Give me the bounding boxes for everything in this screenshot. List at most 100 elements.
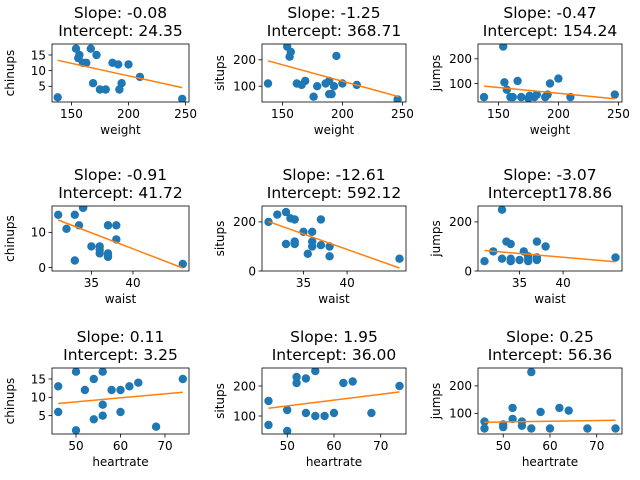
data-point — [308, 237, 317, 246]
data-point — [316, 241, 326, 250]
regression-line — [57, 59, 183, 89]
x-tick-label: 200 — [117, 107, 140, 121]
regression-line — [58, 391, 183, 405]
chart-title-line: Intercept: 41.72 — [58, 184, 183, 202]
data-point — [98, 368, 107, 376]
data-point — [332, 51, 341, 61]
data-point — [325, 252, 334, 261]
data-point — [508, 92, 517, 102]
data-point — [53, 93, 62, 102]
subplot-4: 35 40 0 10 waist chinups Slope: -0.91Intercept… — [3, 166, 190, 306]
y-tick-label: 100 — [449, 407, 472, 421]
data-point — [367, 408, 376, 418]
data-point — [71, 426, 81, 434]
data-point — [554, 74, 563, 83]
data-point — [301, 408, 311, 418]
x-tick-label: 40 — [125, 276, 140, 290]
x-axis-label: heartrate — [92, 455, 148, 469]
data-point — [395, 254, 404, 263]
chart-title-line: Slope: -0.47 — [503, 4, 596, 22]
data-point — [92, 50, 101, 60]
y-tick-label: 100 — [449, 77, 472, 91]
x-tick-label: 150 — [487, 107, 510, 121]
subplot-6: 35 40 0 200 waist jumps Slope: -3.07Intercept1… — [429, 166, 623, 306]
data-point — [125, 382, 134, 391]
data-point — [506, 239, 515, 249]
y-tick-label: 0 — [38, 261, 46, 275]
data-point — [115, 85, 124, 94]
chart-title-line: Slope: -12.61 — [282, 166, 385, 184]
x-tick-label: 200 — [547, 107, 570, 121]
chart-title-line: Intercept: 56.36 — [488, 346, 613, 364]
regression-line — [268, 220, 400, 269]
data-point — [103, 221, 113, 230]
chart-title-line: Slope: 0.25 — [506, 328, 594, 346]
data-point — [480, 257, 489, 266]
axes-frame — [51, 205, 190, 272]
regression-line — [57, 219, 184, 269]
data-point — [316, 215, 326, 224]
axes-frame — [261, 205, 407, 272]
data-point — [527, 368, 536, 377]
chart-title-line: Intercept: 36.00 — [272, 346, 397, 364]
y-axis-label: chinups — [3, 378, 17, 425]
data-point — [75, 50, 84, 60]
x-tick-label: 250 — [391, 107, 414, 121]
data-point — [264, 420, 273, 430]
x-axis-label: weight — [530, 123, 571, 137]
axes-frame — [261, 43, 407, 103]
data-point — [479, 92, 489, 102]
plot-area — [480, 368, 620, 433]
plot-area — [264, 207, 404, 269]
x-axis-label: waist — [105, 292, 137, 306]
data-point — [506, 254, 515, 263]
data-point — [82, 58, 91, 67]
x-tick-label: 50 — [496, 439, 511, 453]
chart-title-line: Intercept: 592.12 — [267, 184, 401, 202]
data-point — [610, 90, 619, 99]
data-point — [88, 79, 98, 88]
data-point — [395, 381, 404, 391]
x-tick-label: 60 — [113, 439, 128, 453]
chart-title-line: Intercept: 154.24 — [483, 22, 617, 40]
x-tick-label: 150 — [271, 107, 294, 121]
x-tick-label: 60 — [542, 439, 557, 453]
x-tick-label: 50 — [280, 439, 295, 453]
chart-title-line: Intercept: 24.35 — [58, 22, 183, 40]
axes-frame — [477, 205, 623, 272]
data-point — [281, 207, 291, 217]
data-point — [611, 253, 620, 262]
data-point — [54, 210, 63, 219]
data-point — [116, 407, 125, 417]
data-point — [309, 92, 318, 101]
y-axis-label: situps — [213, 221, 227, 257]
data-point — [283, 405, 292, 415]
data-point — [308, 227, 317, 236]
data-point — [290, 239, 299, 249]
plot-area — [263, 44, 402, 102]
data-point — [98, 400, 107, 409]
data-point — [286, 47, 295, 57]
data-point — [508, 403, 517, 413]
data-point — [114, 60, 123, 69]
data-point — [135, 72, 145, 82]
data-point — [583, 424, 592, 433]
x-tick-label: 70 — [157, 439, 172, 453]
data-point — [292, 378, 301, 388]
subplot-7: 50 60 70 5 10 15 heartrate chinups Slope: 0.11In… — [3, 328, 190, 469]
data-point — [70, 256, 80, 265]
data-point — [508, 414, 517, 424]
regression-line — [268, 391, 400, 410]
data-point — [545, 79, 555, 88]
y-tick-label: 10 — [31, 64, 46, 78]
x-tick-label: 50 — [68, 439, 83, 453]
data-point — [78, 206, 88, 212]
subplot-5: 35 40 0 200 waist situps Slope: -12.61Intercep… — [213, 166, 407, 306]
y-axis-label: jumps — [429, 55, 443, 93]
x-tick-label: 35 — [84, 276, 99, 290]
subplot-9: 50 60 70 100 200 heartrate jumps Slope: 0.25Int… — [429, 328, 623, 469]
plot-area — [264, 368, 404, 434]
data-point — [178, 374, 187, 384]
chart-title-line: Slope: 0.11 — [77, 328, 165, 346]
plot-area — [480, 206, 620, 266]
